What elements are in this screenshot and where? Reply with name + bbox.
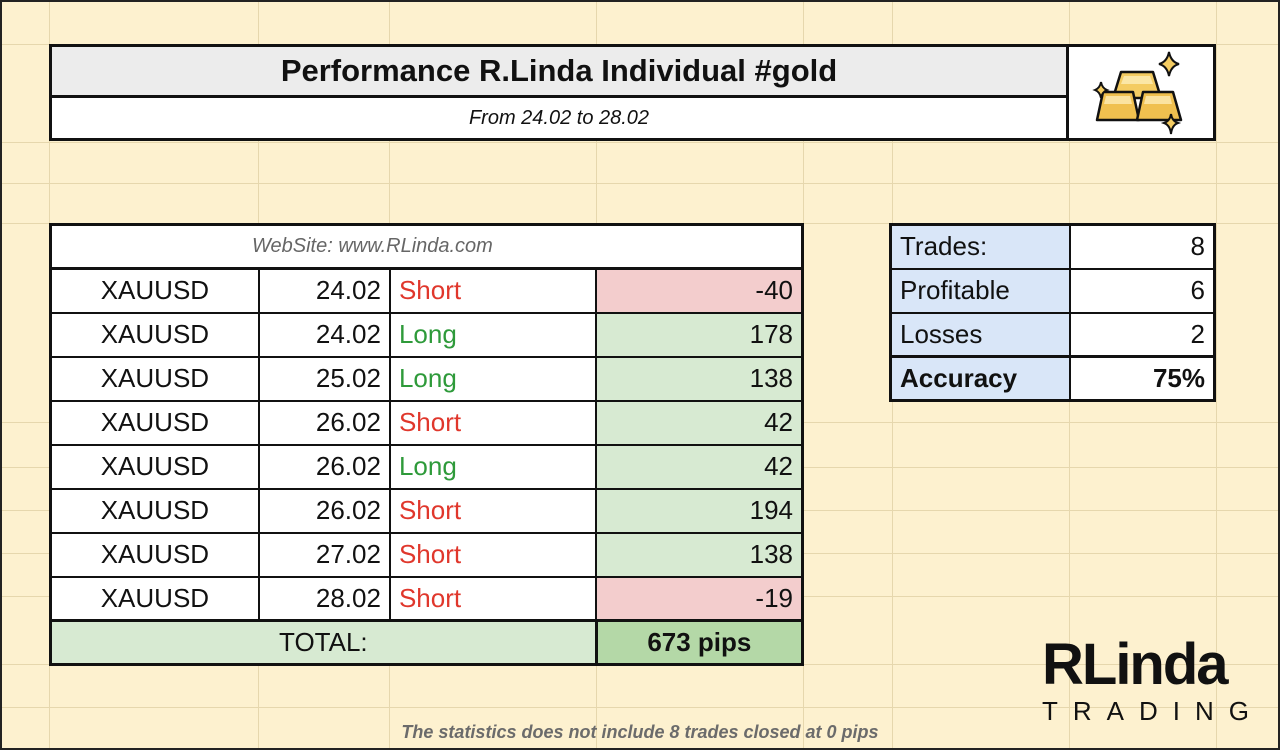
trade-date: 28.02 [257,575,391,622]
trade-pips: 42 [595,443,804,490]
total-value: 673 pips [594,619,805,666]
brand-logo-top: RLinda [1042,632,1229,697]
table-row: XAUUSD 26.02 Long 42 [49,443,804,490]
trades-table: WebSite: www.RLinda.com XAUUSD 24.02 Sho… [49,223,805,666]
profitable-value: 6 [1068,267,1216,314]
table-row: XAUUSD 26.02 Short 194 [49,487,804,534]
table-row: XAUUSD 27.02 Short 138 [49,531,804,578]
trade-direction: Short [388,267,598,314]
losses-value: 2 [1068,311,1216,358]
brand-logo-bottom: TRADING [1042,696,1264,726]
gold-bars-icon [1069,47,1213,138]
trade-date: 26.02 [257,487,391,534]
trade-pips: 138 [595,531,804,578]
trade-symbol: XAUUSD [49,443,260,490]
trade-date: 26.02 [257,443,391,490]
website-row: WebSite: www.RLinda.com [49,223,804,270]
trade-symbol: XAUUSD [49,311,260,358]
trade-pips: 42 [595,399,804,446]
trade-pips: 178 [595,311,804,358]
losses-label: Losses [889,311,1071,358]
rlinda-trading-logo: RLinda TRADING [1042,632,1257,727]
report-header: Performance R.Linda Individual #gold Fro… [49,44,1216,141]
stats-row: Trades: 8 [889,223,1216,270]
trades-count-value: 8 [1068,223,1216,270]
table-row: XAUUSD 24.02 Short -40 [49,267,804,314]
trade-symbol: XAUUSD [49,267,260,314]
trade-direction: Short [388,487,598,534]
trade-direction: Long [388,355,598,402]
trade-symbol: XAUUSD [49,487,260,534]
trade-symbol: XAUUSD [49,531,260,578]
website-link[interactable]: WebSite: www.RLinda.com [49,223,804,270]
trade-direction: Long [388,311,598,358]
stats-table: Trades: 8 Profitable 6 Losses 2 Accuracy… [889,223,1216,402]
table-row: XAUUSD 24.02 Long 178 [49,311,804,358]
table-row: XAUUSD 28.02 Short -19 [49,575,804,622]
stats-row: Losses 2 [889,311,1216,358]
trade-date: 24.02 [257,311,391,358]
accuracy-label: Accuracy [889,355,1071,402]
stats-row: Profitable 6 [889,267,1216,314]
table-row: XAUUSD 25.02 Long 138 [49,355,804,402]
trade-date: 26.02 [257,399,391,446]
profitable-label: Profitable [889,267,1071,314]
trade-direction: Short [388,575,598,622]
total-label: TOTAL: [49,619,598,666]
trade-date: 25.02 [257,355,391,402]
stats-row: Accuracy 75% [889,355,1216,402]
trade-pips: 138 [595,355,804,402]
accuracy-value: 75% [1068,355,1216,402]
trade-symbol: XAUUSD [49,399,260,446]
report-title: Performance R.Linda Individual #gold [52,47,1066,98]
trade-date: 27.02 [257,531,391,578]
trade-pips: -19 [595,575,804,622]
trades-count-label: Trades: [889,223,1071,270]
report-date-range: From 24.02 to 28.02 [468,106,650,129]
footnote: The statistics does not include 8 trades… [401,722,879,742]
trade-symbol: XAUUSD [49,575,260,622]
trade-pips: -40 [595,267,804,314]
trade-pips: 194 [595,487,804,534]
table-row: XAUUSD 26.02 Short 42 [49,399,804,446]
trade-direction: Short [388,531,598,578]
total-row: TOTAL: 673 pips [49,619,805,666]
trade-date: 24.02 [257,267,391,314]
trade-direction: Short [388,399,598,446]
trade-direction: Long [388,443,598,490]
header-text-area: Performance R.Linda Individual #gold Fro… [52,47,1069,138]
trade-symbol: XAUUSD [49,355,260,402]
